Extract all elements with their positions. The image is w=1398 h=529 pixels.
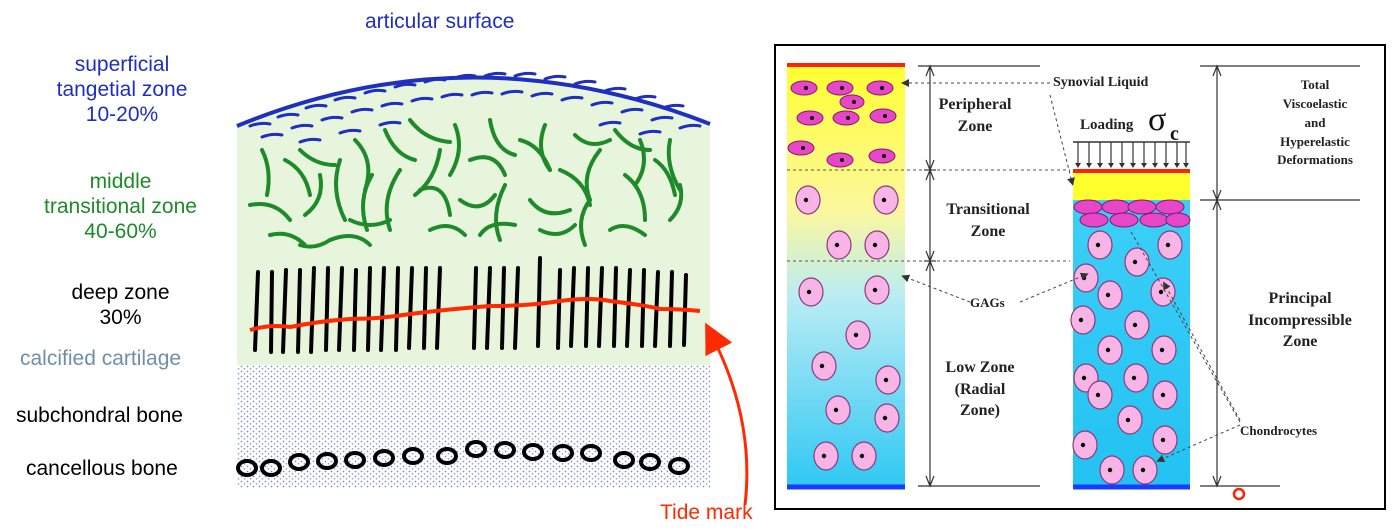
bone-region (237, 365, 710, 488)
cells-peripheral-nuclei (801, 86, 887, 162)
calcified-cartilage-label: calcified cartilage (20, 347, 182, 370)
deep-pct: 30% (99, 306, 142, 330)
middle-pct: 40-60% (84, 220, 157, 244)
cancellous-bone-loops (236, 440, 690, 477)
loading-arrowheads (1075, 163, 1189, 168)
gags-label: GAGs (970, 295, 1005, 310)
middle-zone-fibers (248, 118, 684, 249)
cells-lower-left-nuclei (803, 197, 889, 459)
left-dimension-lines (918, 64, 1040, 488)
middle-line1: middle (89, 170, 152, 193)
superficial-zone-label: superficial tangetial zone 10-20% (47, 52, 197, 128)
peripheral-zone-label: Peripheral Zone (925, 94, 1025, 137)
right-dimension-lines (1200, 64, 1360, 488)
transitional-line2: Zone (970, 222, 1006, 240)
cells-lower-right-nuclei (1078, 242, 1171, 473)
transitional-zone-label: Transitional Zone (928, 199, 1048, 242)
low-line1: Low Zone (945, 359, 1015, 376)
subchondral-bone-label: subchondral bone (16, 404, 183, 427)
deep-line1: deep zone (71, 281, 170, 304)
sigma-subscript: c (1170, 123, 1179, 145)
tide-mark-line (249, 297, 701, 332)
total-line3: and (1304, 114, 1326, 130)
middle-zone-label: middle transitional zone 40-60% (23, 169, 218, 245)
total-deformations-label: Total Viscoelastic and Hyperelastic Defo… (1250, 76, 1380, 170)
principal-line3: Zone (1282, 333, 1318, 351)
middle-line2: transitional zone (44, 195, 197, 219)
low-line3: Zone) (960, 402, 1000, 420)
total-line5: Deformations (1277, 152, 1353, 168)
superficial-line1: superficial (74, 53, 170, 76)
compressed-top-layer (1073, 172, 1190, 200)
synovial-liquid-label: Synovial Liquid (1053, 75, 1149, 90)
red-marker-dot (1232, 487, 1246, 501)
principal-zone-label: Principal Incompressible Zone (1230, 288, 1370, 353)
principal-line1: Principal (1268, 290, 1332, 307)
low-line2: (Radial (954, 380, 1006, 398)
total-line2: Viscoelastic (1282, 95, 1348, 111)
tide-mark-label: Tide mark (660, 501, 753, 524)
total-line1: Total (1300, 77, 1330, 92)
articular-surface-line (236, 75, 711, 128)
transitional-line1: Transitional (946, 201, 1030, 218)
total-line4: Hyperelastic (1280, 133, 1350, 149)
superficial-line2: tangetial zone (56, 78, 188, 102)
superficial-fibers (248, 71, 702, 144)
loading-label: Loading (1080, 117, 1134, 133)
low-zone-label: Low Zone (Radial Zone) (940, 357, 1020, 422)
peripheral-line2: Zone (957, 117, 993, 135)
annotation-leaders (901, 79, 1241, 463)
deep-zone-label: deep zone 30% (48, 280, 193, 330)
chondrocytes-label: Chondrocytes (1240, 423, 1318, 438)
articular-surface-label: articular surface (365, 10, 515, 33)
sigma-symbol: σ (1148, 101, 1167, 138)
principal-line2: Incompressible (1248, 311, 1352, 329)
superficial-pct: 10-20% (85, 103, 159, 127)
cancellous-bone-label: cancellous bone (26, 457, 178, 480)
loading-arrows (1077, 142, 1187, 166)
cells-compressed (1073, 199, 1191, 228)
tide-mark-arrow (705, 322, 749, 506)
peripheral-line1: Peripheral (938, 96, 1012, 113)
